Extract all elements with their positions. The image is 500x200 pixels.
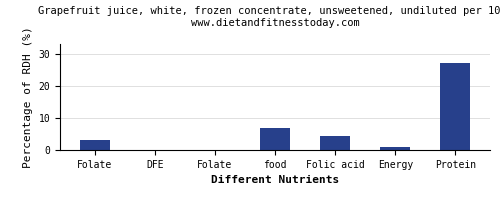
Bar [260, 128, 290, 150]
Bar [380, 147, 410, 150]
Text: Grapefruit juice, white, frozen concentrate, unsweetened, undiluted per 100g
www: Grapefruit juice, white, frozen concentr… [38, 6, 500, 28]
Bar [80, 140, 110, 150]
X-axis label: Different Nutrients: Different Nutrients [211, 175, 339, 185]
Bar [320, 136, 350, 150]
Bar [440, 63, 470, 150]
Y-axis label: Percentage of RDH (%): Percentage of RDH (%) [23, 26, 33, 168]
